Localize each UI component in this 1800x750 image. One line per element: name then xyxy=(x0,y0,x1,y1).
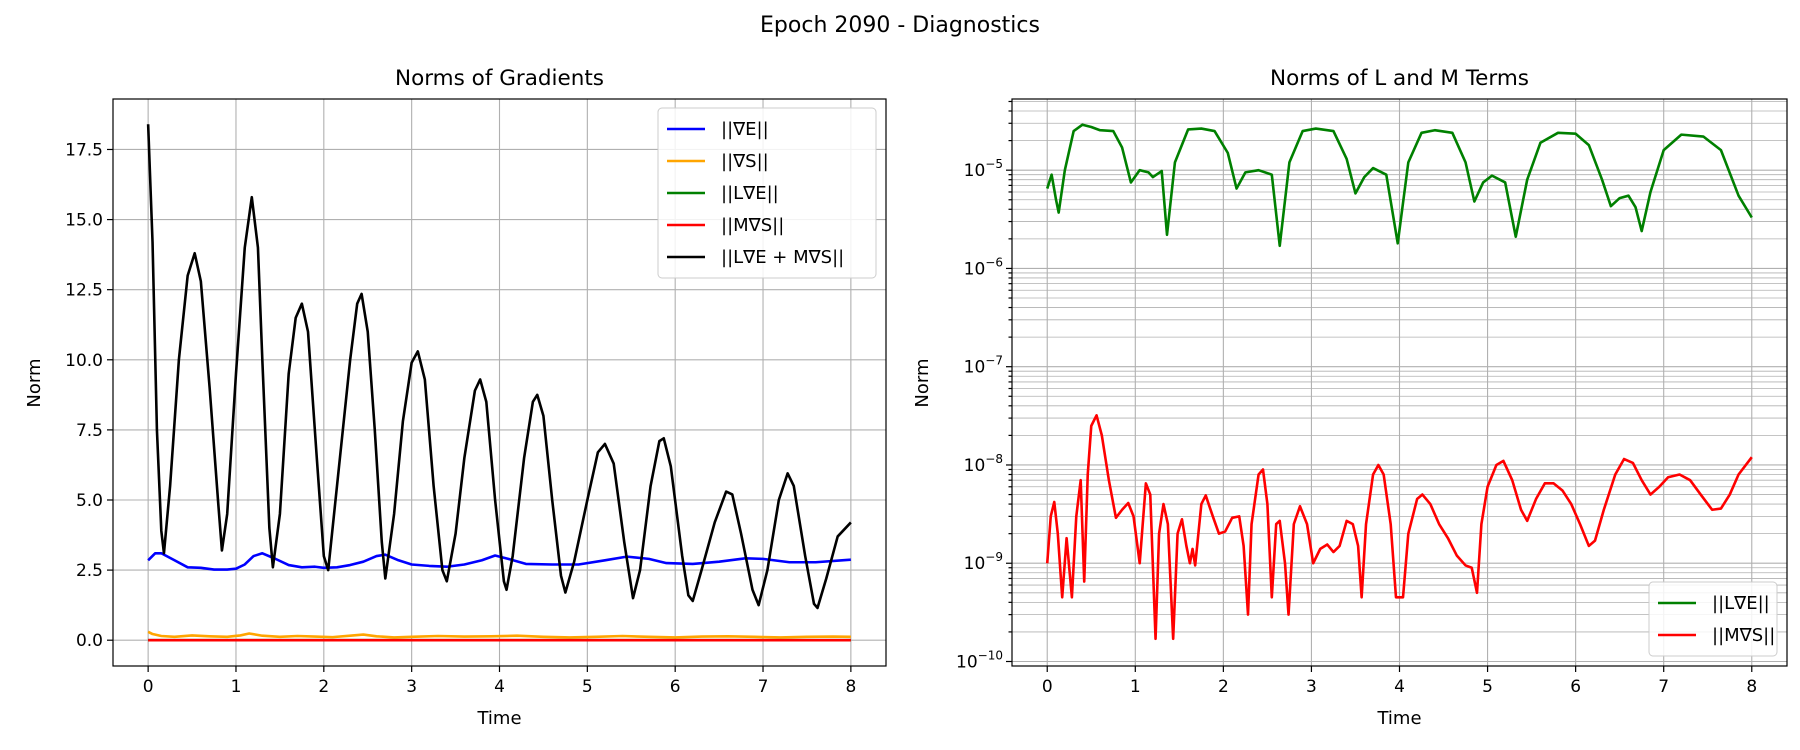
gradients-legend-label: ||M∇S|| xyxy=(721,215,784,236)
lm-xtick-label: 0 xyxy=(1042,677,1053,697)
gradients-legend-label: ||L∇E|| xyxy=(721,183,779,204)
gradients-xtick-label: 3 xyxy=(406,677,417,697)
gradients-ytick-label: 7.5 xyxy=(76,421,103,441)
gradients-series-line-4 xyxy=(146,124,852,610)
gradients-ytick-label: 15.0 xyxy=(65,211,103,231)
lm-xtick-label: 3 xyxy=(1306,677,1317,697)
gradients-xtick-label: 0 xyxy=(143,677,154,697)
lm-series-line-0 xyxy=(1045,123,1753,248)
lm-ytick-label: 10−7 xyxy=(964,354,1003,378)
lm-ytick-label: 10−10 xyxy=(956,649,1003,673)
lm-xtick-label: 4 xyxy=(1394,677,1405,697)
gradients-xtick-label: 4 xyxy=(494,677,505,697)
lm-xtick-label: 7 xyxy=(1658,677,1669,697)
gradients-chart-title: Norms of Gradients xyxy=(395,66,604,91)
gradients-ytick-label: 0.0 xyxy=(76,631,103,651)
lm-legend-label: ||L∇E|| xyxy=(1712,593,1770,614)
gradients-ytick-label: 17.5 xyxy=(65,140,103,160)
gradients-chart-ylabel: Norm xyxy=(24,358,45,407)
lm-xtick-label: 6 xyxy=(1570,677,1581,697)
gradients-legend-label: ||∇S|| xyxy=(721,151,769,172)
lm-series-line-1 xyxy=(1045,414,1753,641)
lm-xtick-label: 8 xyxy=(1746,677,1757,697)
gradients-chart-xlabel: Time xyxy=(476,708,521,729)
gradients-legend-box xyxy=(657,107,877,279)
lm-xtick-label: 1 xyxy=(1130,677,1141,697)
gradients-xtick-label: 6 xyxy=(670,677,681,697)
gradients-xtick-label: 2 xyxy=(318,677,329,697)
gradients-ytick-label: 10.0 xyxy=(65,351,103,371)
gradients-norm-chart: Norms of Gradients Time Norm 0 1 2 3 4 5 6 7 8 0.… xyxy=(24,66,887,729)
lm-ytick-label: 10−6 xyxy=(964,255,1003,279)
lm-legend-box xyxy=(1648,581,1778,657)
gradients-xtick-label: 8 xyxy=(845,677,856,697)
gradients-ytick-label: 5.0 xyxy=(76,491,103,511)
gradients-xtick-label: 7 xyxy=(758,677,769,697)
gradients-legend-label: ||L∇E + M∇S|| xyxy=(721,247,844,268)
gradients-xtick-label: 1 xyxy=(231,677,242,697)
figure-suptitle: Epoch 2090 - Diagnostics xyxy=(760,13,1040,38)
l-m-terms-norm-chart: Norms of L and M Terms Time Norm 0 1 2 3 4 5 6… xyxy=(912,66,1788,729)
gradients-ytick-label: 12.5 xyxy=(65,281,103,301)
gradients-series-line-1 xyxy=(147,630,851,639)
lm-chart-title: Norms of L and M Terms xyxy=(1270,66,1529,91)
lm-chart-xlabel: Time xyxy=(1376,708,1421,729)
lm-xtick-label: 2 xyxy=(1218,677,1229,697)
lm-chart-ylabel: Norm xyxy=(912,358,933,407)
lm-ytick-label: 10−8 xyxy=(964,452,1003,476)
lm-ytick-label: 10−9 xyxy=(964,550,1003,574)
gradients-xtick-label: 5 xyxy=(582,677,593,697)
gradients-ytick-label: 2.5 xyxy=(76,561,103,581)
lm-legend-label: ||M∇S|| xyxy=(1712,625,1775,646)
lm-xtick-label: 5 xyxy=(1482,677,1493,697)
gradients-legend-label: ||∇E|| xyxy=(721,119,769,140)
lm-ytick-label: 10−5 xyxy=(964,157,1003,181)
